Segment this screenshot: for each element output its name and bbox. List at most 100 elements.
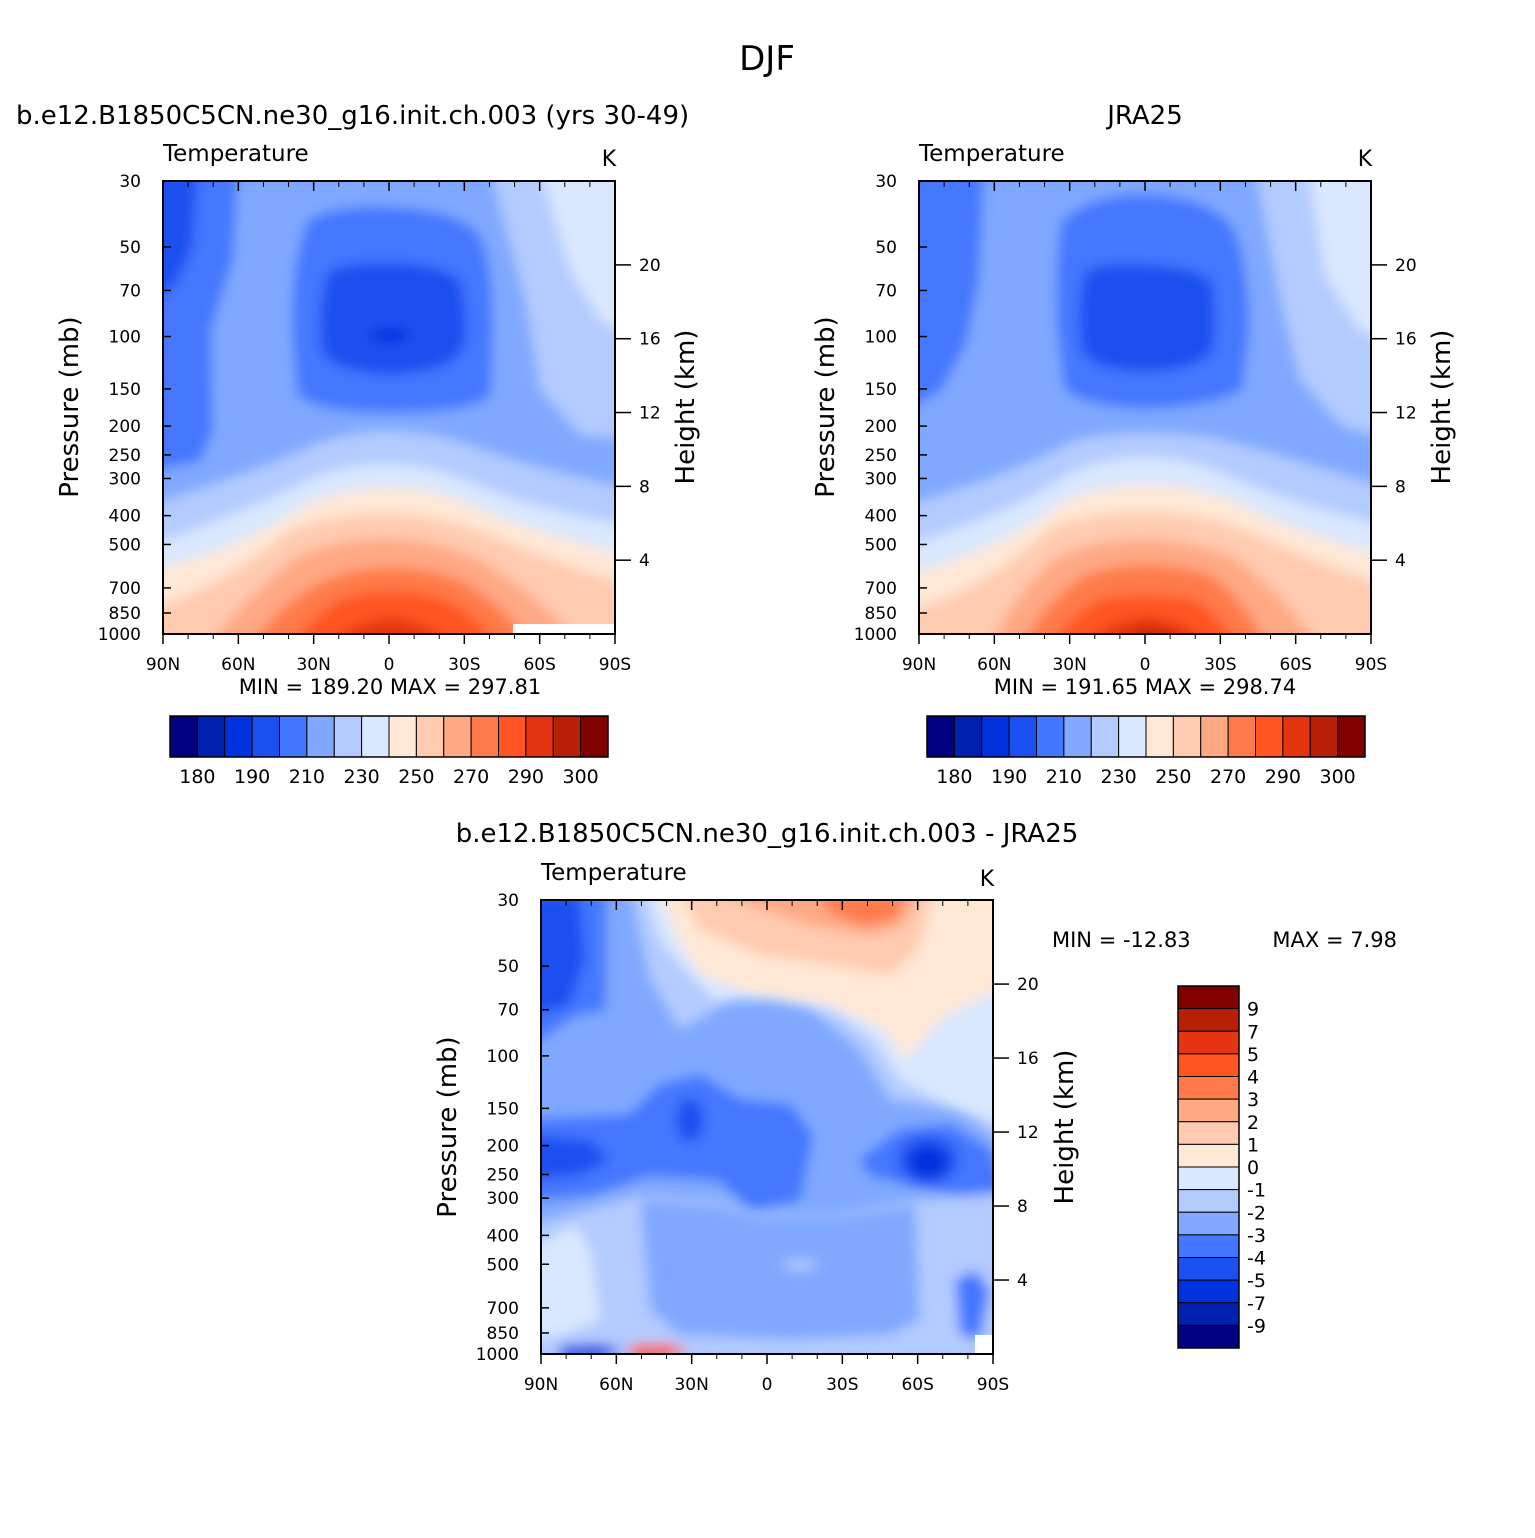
colorbar-box: [279, 715, 308, 758]
colorbar-label: 7: [1247, 1021, 1259, 1043]
colorbar-box: [443, 715, 472, 758]
panel-obs-units: K: [1358, 147, 1373, 172]
panel-model-title: b.e12.B1850C5CN.ne30_g16.init.ch.003 (yr…: [16, 101, 689, 131]
latitude-tick-label: 0: [762, 1375, 773, 1395]
height-tick-label: 4: [639, 551, 650, 571]
panel-model-units: K: [602, 147, 617, 172]
panel-model-colorbar: 180 190 210 230 250 270 290 300: [169, 715, 609, 788]
colorbar-frame: [169, 715, 609, 758]
colorbar-box: [1309, 715, 1339, 758]
pressure-tick-label: 30: [497, 891, 519, 911]
colorbar-label: 3: [1247, 1089, 1259, 1111]
colorbar-box: [580, 715, 609, 758]
latitude-tick-label: 90N: [146, 655, 180, 675]
colorbar-box: [1008, 715, 1037, 758]
pressure-tick-label: 200: [109, 417, 141, 437]
height-tick-label: 20: [639, 256, 661, 276]
panel-diff-units: K: [980, 867, 995, 892]
height-tick-label: 4: [1395, 551, 1406, 571]
pressure-tick-label: 100: [109, 328, 141, 348]
colorbar-box: [926, 715, 955, 758]
panel-model-band-trop-coldest: [370, 328, 410, 342]
latitude-tick-label: 30S: [826, 1375, 858, 1395]
colorbar-box: [1177, 1030, 1240, 1055]
colorbar-box: [224, 715, 253, 758]
colorbar-label: -7: [1247, 1293, 1266, 1315]
colorbar-frame: [1177, 985, 1240, 1349]
panel-model-stats: MIN = 189.20 MAX = 297.81: [239, 675, 541, 699]
panel-obs-band-warm-6: [1097, 617, 1197, 634]
panel-model-missing-data: [513, 624, 615, 634]
panel-diff-stats-min: MIN = -12.83: [1052, 928, 1191, 952]
panel-model-band-nh-colder: [163, 181, 198, 293]
panel-diff: b.e12.B1850C5CN.ne30_g16.init.ch.003 - J…: [433, 819, 1397, 1395]
colorbar-label: 270: [1210, 766, 1246, 788]
colorbar-box: [361, 715, 390, 758]
colorbar-label: 180: [179, 766, 215, 788]
panel-diff-stats-max: MAX = 7.98: [1272, 928, 1397, 952]
height-tick-label: 8: [639, 477, 650, 497]
panel-diff-missing-data: [975, 1335, 993, 1354]
latitude-tick-label: 90N: [524, 1375, 558, 1395]
latitude-tick-label: 30N: [674, 1375, 708, 1395]
panel-obs-colorbar: 180 190 210 230 250 270 290 300: [926, 715, 1366, 788]
latitude-tick-label: 30N: [1052, 655, 1086, 675]
panel-obs-ylabel: Pressure (mb): [811, 316, 841, 497]
colorbar-label: 290: [1265, 766, 1301, 788]
height-tick-label: 16: [1017, 1049, 1039, 1069]
colorbar-box: [1177, 1324, 1240, 1349]
height-tick-label: 16: [639, 330, 661, 350]
panel-model-band-sh-warmer: [543, 181, 615, 328]
colorbar-label: -9: [1247, 1315, 1266, 1337]
colorbar-box: [1172, 715, 1202, 758]
colorbar-box: [1177, 1189, 1240, 1213]
pressure-tick-label: 1000: [476, 1345, 519, 1365]
latitude-tick-label: 60N: [599, 1375, 633, 1395]
colorbar-box: [1177, 1098, 1240, 1123]
panel-diff-band-sh-coldest: [910, 1147, 946, 1177]
colorbar-box: [1282, 715, 1311, 758]
colorbar-box: [196, 715, 226, 758]
colorbar-box: [1177, 1008, 1240, 1032]
colorbar-label: 290: [508, 766, 544, 788]
latitude-tick-label: 90S: [599, 655, 631, 675]
colorbar-label: 300: [562, 766, 598, 788]
colorbar-label: -5: [1247, 1270, 1266, 1292]
latitude-tick-label: 30S: [448, 655, 480, 675]
colorbar-box: [1337, 715, 1366, 758]
pressure-tick-label: 30: [119, 172, 141, 192]
panel-obs-contours: [919, 181, 1371, 634]
panel-diff-band-mid-zero-spot: [782, 1260, 818, 1270]
colorbar-label: 230: [1100, 766, 1136, 788]
colorbar-box: [1145, 715, 1174, 758]
colorbar-box: [1177, 1279, 1240, 1304]
pressure-tick-label: 70: [875, 281, 897, 301]
colorbar-box: [525, 715, 554, 758]
pressure-tick-label: 50: [119, 238, 141, 258]
latitude-tick-label: 30S: [1204, 655, 1236, 675]
colorbar-box: [1177, 985, 1240, 1010]
latitude-tick-label: 60S: [1279, 655, 1311, 675]
latitude-tick-label: 30N: [296, 655, 330, 675]
latitude-tick-label: 90S: [977, 1375, 1009, 1395]
colorbar-label: 210: [1046, 766, 1082, 788]
pressure-tick-label: 250: [865, 446, 897, 466]
panel-model-band-warm-5: [300, 591, 489, 634]
colorbar-box: [953, 715, 983, 758]
panel-obs-band-nh-cold: [919, 181, 983, 403]
pressure-tick-label: 150: [487, 1099, 519, 1119]
panel-obs-ylabel-right: Height (km): [1427, 330, 1457, 485]
panel-model-contours: [163, 181, 615, 634]
colorbar-label: -3: [1247, 1225, 1266, 1247]
pressure-tick-label: 500: [865, 535, 897, 555]
height-tick-label: 12: [1395, 404, 1417, 424]
colorbar-box: [1177, 1234, 1240, 1258]
panel-diff-title: b.e12.B1850C5CN.ne30_g16.init.ch.003 - J…: [456, 819, 1079, 849]
pressure-tick-label: 850: [865, 604, 897, 624]
colorbar-label: 2: [1247, 1112, 1259, 1134]
colorbar-frame: [926, 715, 1366, 758]
pressure-tick-label: 1000: [98, 625, 141, 645]
colorbar-label: 190: [991, 766, 1027, 788]
